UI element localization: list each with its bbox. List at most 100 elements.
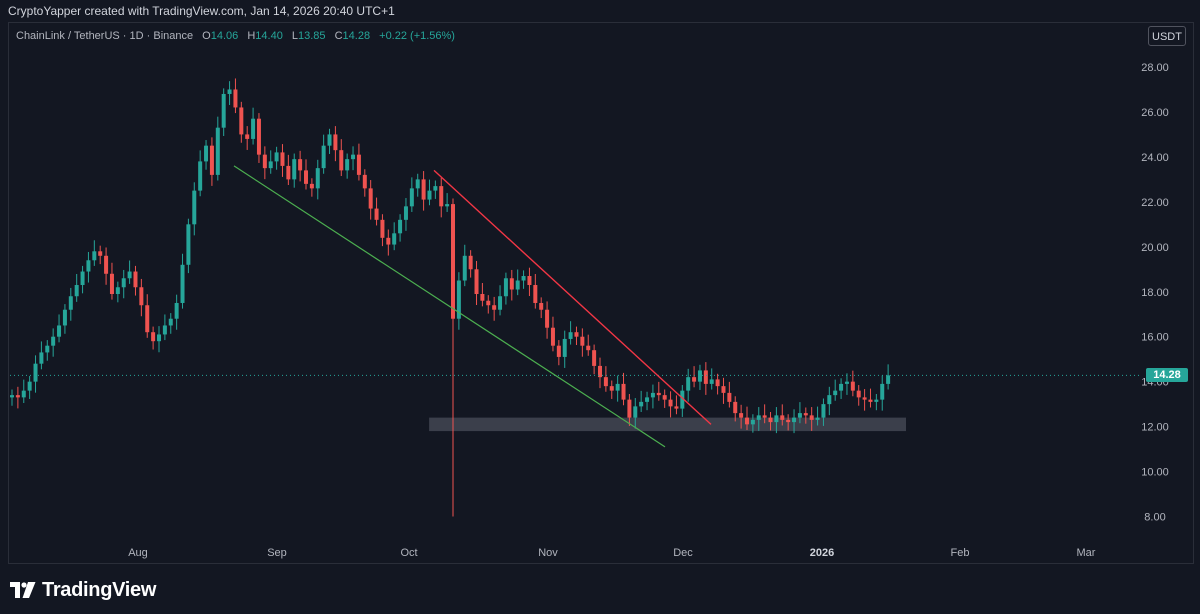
resistance-trendline: [433, 169, 712, 425]
candle-body: [262, 154, 267, 169]
candle-body: [556, 345, 561, 357]
chart-frame[interactable]: [8, 22, 1194, 564]
high-label: H: [247, 30, 256, 42]
candle-body: [833, 390, 838, 396]
candle-body: [745, 417, 749, 425]
candle-body: [204, 145, 209, 162]
candle-body: [568, 332, 573, 339]
y-tick-label: 26.00: [1141, 107, 1169, 119]
candle-body: [809, 415, 814, 420]
candle-body: [239, 107, 244, 135]
candle-body: [639, 401, 644, 407]
candle-body: [162, 325, 167, 335]
x-tick-label: Mar: [1077, 547, 1096, 559]
candle-body: [727, 392, 732, 402]
candle-body: [256, 118, 261, 155]
x-tick-label: Feb: [951, 547, 970, 559]
candle-body: [321, 145, 326, 169]
candle-body: [545, 309, 550, 328]
support-trendline: [233, 165, 666, 448]
candle-body: [844, 381, 849, 384]
currency-button[interactable]: USDT: [1148, 26, 1186, 46]
candle-body: [786, 419, 791, 423]
candle-body: [633, 406, 638, 418]
candle-body: [57, 325, 62, 337]
candle-body: [80, 271, 85, 286]
candle-body: [445, 204, 450, 207]
candle-body: [74, 285, 79, 297]
y-tick-label: 8.00: [1144, 512, 1165, 524]
y-tick-label: 18.00: [1141, 287, 1169, 299]
candle-body: [586, 345, 591, 351]
symbol-legend: ChainLink / TetherUS · 1D · Binance O14.…: [16, 30, 455, 42]
candle-body: [292, 159, 297, 180]
candle-body: [774, 415, 779, 423]
candle-body: [768, 417, 773, 423]
candle-body: [456, 280, 461, 319]
close-value: 14.28: [342, 30, 371, 42]
candle-body: [121, 278, 126, 288]
candle-body: [486, 300, 491, 306]
close-label: C: [334, 30, 343, 42]
candle-body: [780, 415, 785, 420]
candle-body: [515, 280, 520, 290]
candle-body: [880, 383, 885, 400]
low-label: L: [291, 30, 298, 42]
candle-body: [533, 285, 538, 303]
candle-body: [415, 179, 420, 189]
candle-body: [27, 381, 32, 391]
candle-body: [215, 127, 220, 175]
candle-body: [474, 269, 479, 294]
candle-body: [503, 278, 508, 297]
candle-body: [615, 383, 620, 391]
open-value: 14.06: [210, 30, 239, 42]
candle-body: [104, 255, 109, 274]
candle-body: [333, 134, 338, 151]
candle-body: [151, 332, 156, 342]
y-tick-label: 16.00: [1141, 332, 1169, 344]
candle-body: [409, 188, 414, 207]
candle-body: [92, 251, 97, 261]
candle-body: [68, 296, 73, 310]
candle-body: [739, 413, 744, 418]
low-value: 13.85: [298, 30, 326, 42]
candle-body: [86, 260, 91, 272]
candle-body: [862, 397, 867, 400]
candle-body: [280, 152, 285, 166]
candle-body: [109, 273, 114, 294]
candle-body: [327, 134, 332, 146]
candle-body: [650, 392, 655, 398]
open-label: O: [202, 30, 211, 42]
candle-body: [792, 417, 797, 423]
candle-body: [498, 296, 503, 310]
candle-body: [209, 145, 214, 175]
candle-body: [509, 278, 514, 290]
candle-body: [362, 174, 367, 189]
candle-body: [609, 386, 614, 391]
candle-body: [803, 413, 808, 416]
candle-body: [709, 379, 714, 384]
candle-body: [268, 161, 273, 169]
candle-body: [439, 186, 444, 207]
x-tick-label: Dec: [673, 547, 693, 559]
y-tick-label: 20.00: [1141, 242, 1169, 254]
candle-body: [674, 406, 679, 409]
candle-body: [762, 415, 767, 418]
candle-body: [221, 93, 226, 128]
tradingview-logo[interactable]: TradingView: [10, 578, 156, 602]
candle-body: [233, 89, 238, 108]
candle-body: [62, 309, 67, 326]
candle-body: [274, 152, 279, 162]
candle-body: [15, 395, 20, 398]
candle-body: [192, 190, 197, 225]
tradingview-logo-icon: [10, 582, 36, 598]
candle-body: [380, 219, 385, 238]
candle-body: [662, 395, 667, 400]
candle-body: [527, 276, 532, 286]
candle-body: [133, 271, 138, 288]
candle-body: [827, 395, 832, 405]
candle-body: [462, 255, 467, 281]
candle-body: [339, 150, 344, 171]
header-bar: CryptoYapper created with TradingView.co…: [0, 0, 1200, 22]
